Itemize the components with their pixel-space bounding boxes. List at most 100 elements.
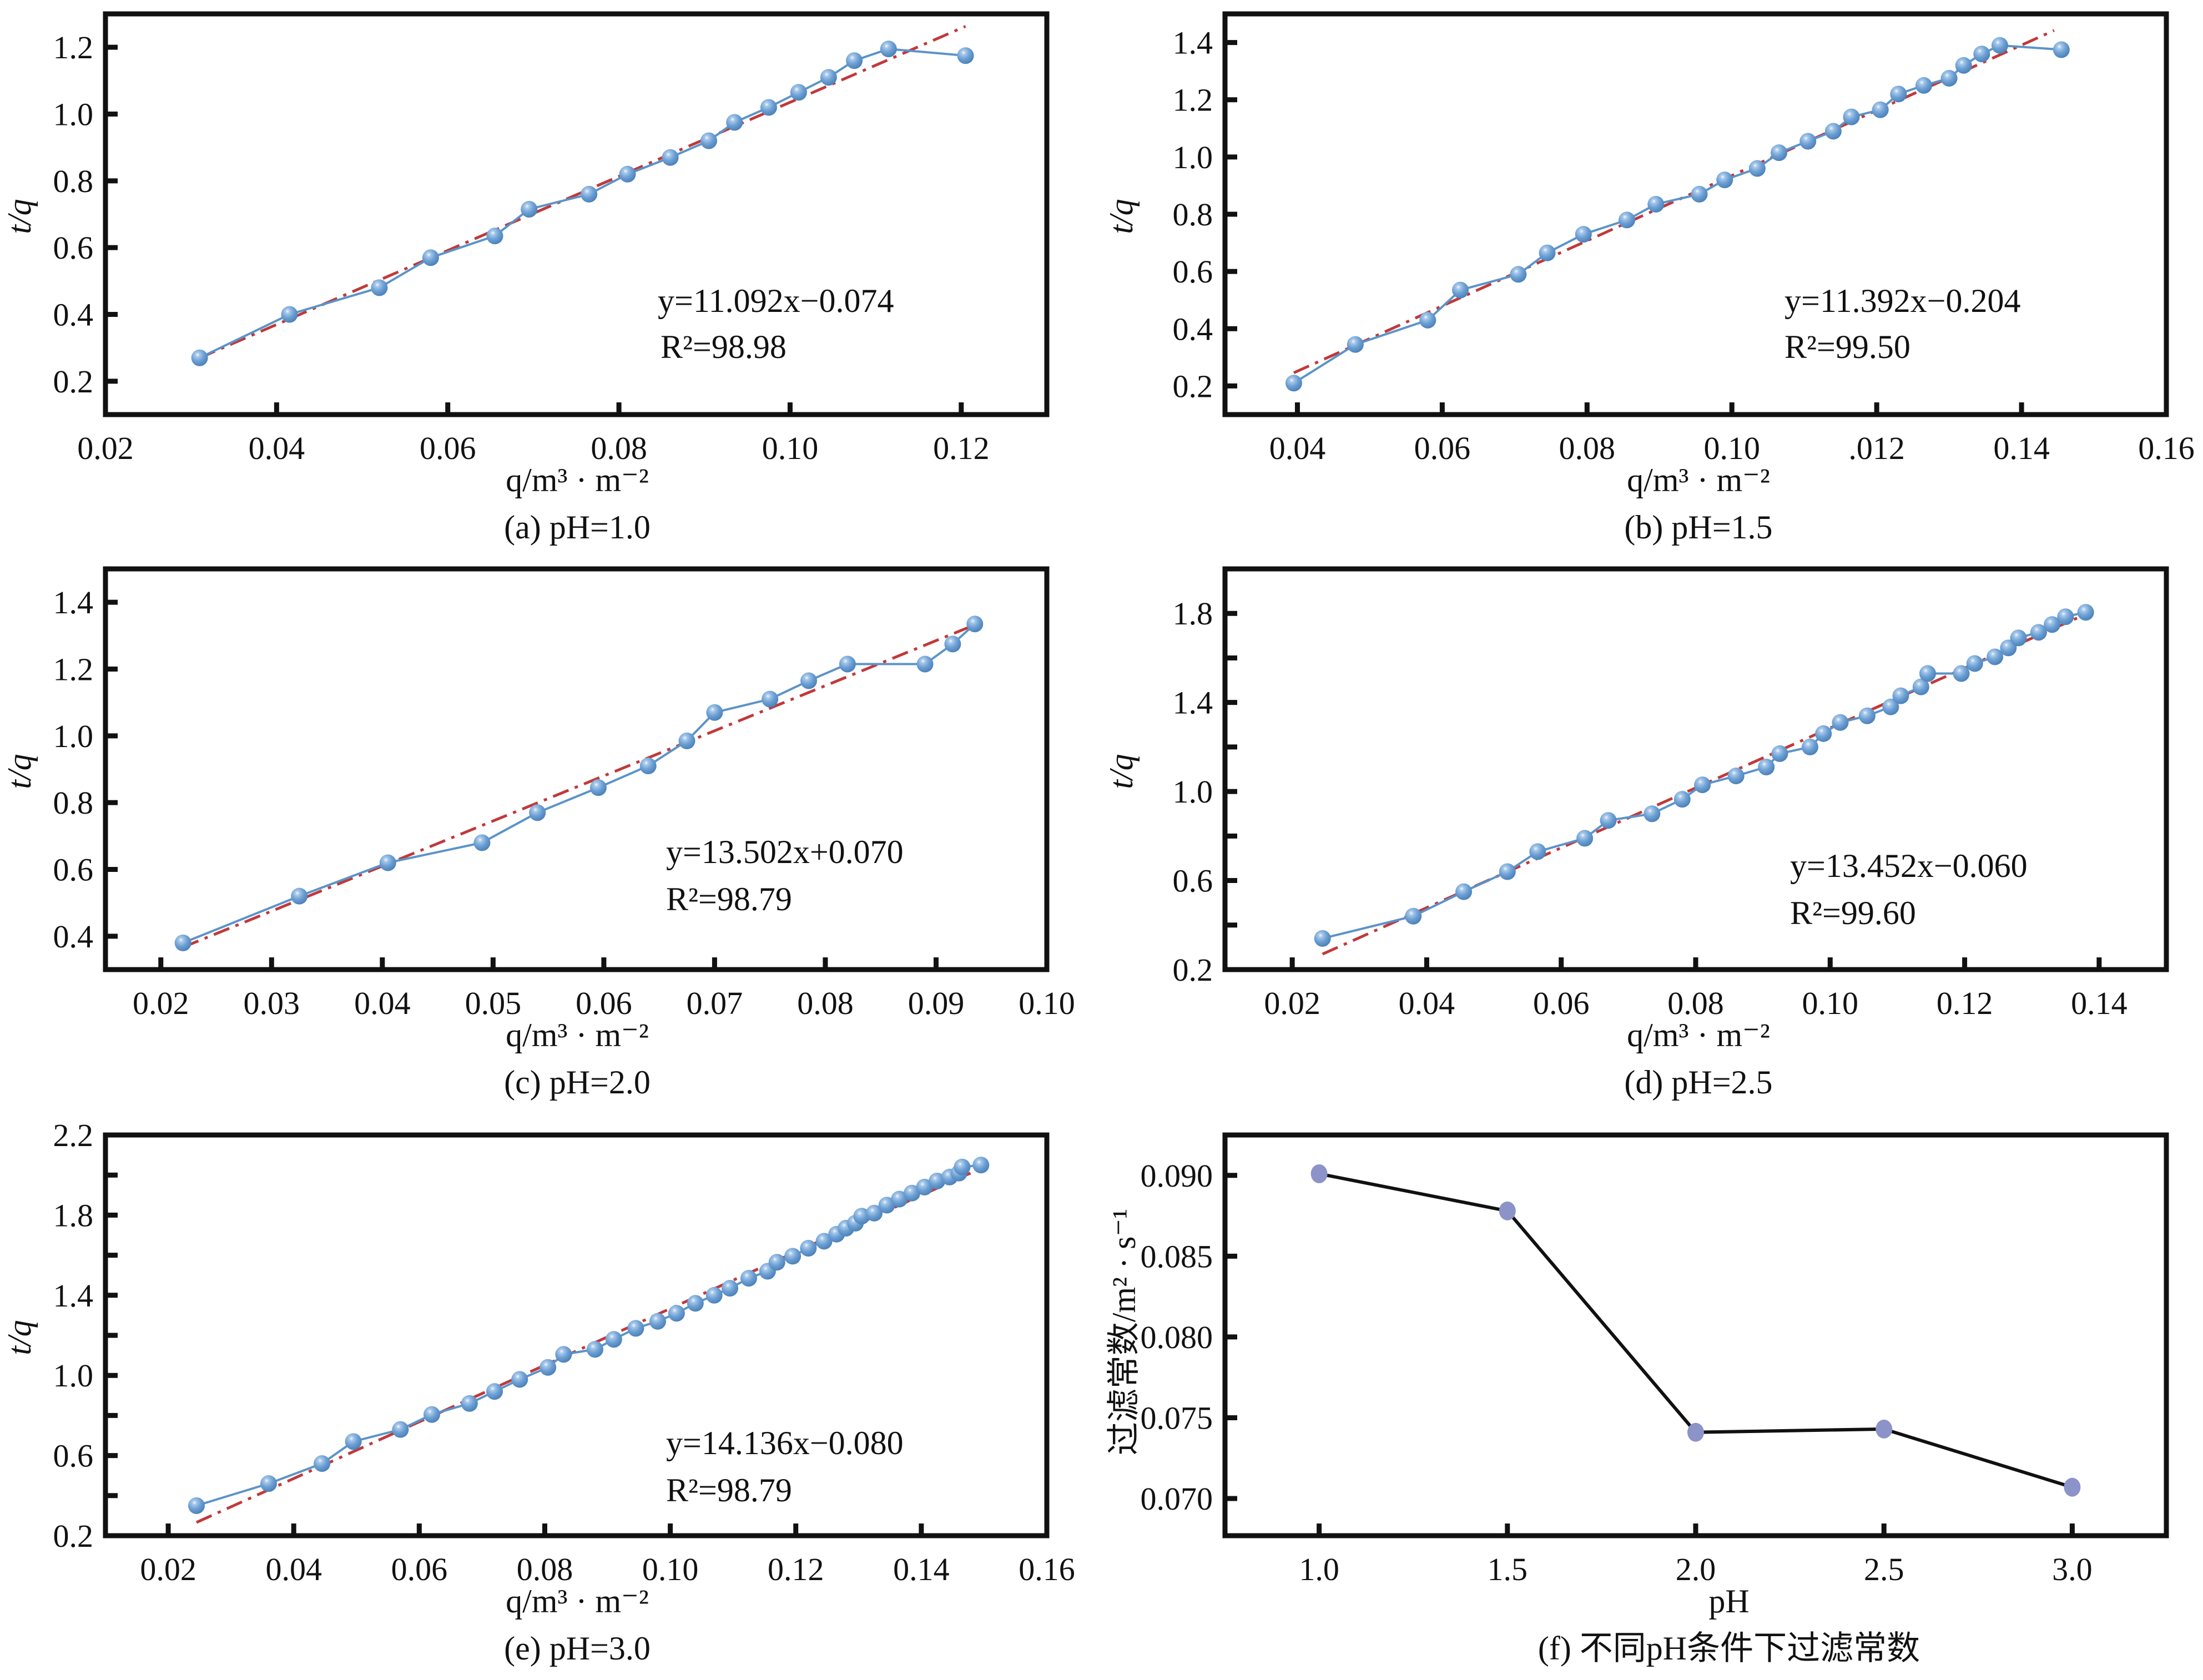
x-tick-label: 0.02 <box>133 985 189 1021</box>
data-point <box>1892 687 1909 704</box>
y-tick-label: 1.4 <box>1173 25 1213 61</box>
data-point <box>1419 311 1436 329</box>
data-point <box>379 854 396 871</box>
y-tick-label: 0.080 <box>1141 1319 1213 1355</box>
plot-frame <box>103 566 1050 972</box>
data-point <box>800 1239 817 1257</box>
data-point <box>878 1197 895 1214</box>
data-point <box>314 1455 331 1472</box>
x-tick-label: 0.10 <box>1802 985 1859 1021</box>
x-tick-label: 0.06 <box>1533 985 1590 1021</box>
data-point <box>1915 77 1932 94</box>
data-point <box>1966 655 1983 672</box>
data-point <box>1314 930 1331 947</box>
data-point <box>511 1371 528 1388</box>
y-axis-label: t/q <box>1 199 38 234</box>
data-point <box>649 1313 666 1330</box>
y-tick-label: 0.2 <box>1173 368 1213 404</box>
data-point <box>555 1346 572 1363</box>
data-point <box>345 1433 362 1450</box>
data-point <box>1619 211 1636 229</box>
x-axis-label: q/m³ · m⁻² <box>506 1017 649 1053</box>
panel-a: 0.02 0.04 0.06 0.08 0.10 0.12 0.2 0.4 0.6 0.8 1.0 1… <box>1 11 1050 546</box>
x-axis-label: q/m³ · m⁻² <box>1627 1017 1770 1053</box>
data-point <box>1919 665 1936 682</box>
data-point <box>678 732 695 749</box>
y-tick-label: 1.2 <box>53 652 94 688</box>
x-tick-label: 0.08 <box>517 1551 573 1587</box>
data-point <box>586 1341 603 1358</box>
panel-d: 0.02 0.04 0.06 0.08 0.10 0.12 0.14 0.2 0.6 1.0 1.4… <box>1103 566 2169 1101</box>
data-point <box>589 779 607 796</box>
data-point <box>1310 1164 1328 1183</box>
x-tick-label: 0.16 <box>1019 1551 1075 1587</box>
series-line <box>1293 44 2061 384</box>
x-tick-label: 0.10 <box>1703 430 1760 466</box>
data-point <box>521 200 538 218</box>
y-tick-label: 1.2 <box>1173 82 1213 118</box>
data-point <box>540 1359 557 1376</box>
x-tick-label: 0.10 <box>762 430 819 466</box>
data-point <box>740 1270 757 1287</box>
y-tick-label: 0.6 <box>53 230 94 266</box>
y-tick-label: 1.4 <box>1173 685 1213 721</box>
panel-f: 1.0 1.5 2.0 2.5 3.0 0.070 0.075 0.080 0.085 0.090… <box>1106 1132 2169 1667</box>
data-point <box>1499 863 1516 880</box>
x-tick-label: 0.02 <box>140 1551 196 1587</box>
data-point <box>2057 608 2074 625</box>
x-tick-label: 2.5 <box>1864 1551 1904 1587</box>
panel-caption: (e) pH=3.0 <box>504 1630 651 1667</box>
panel-caption: (a) pH=1.0 <box>504 509 651 546</box>
equation-text: y=14.136x−0.080 <box>666 1425 904 1461</box>
data-point <box>1771 144 1788 162</box>
data-point <box>605 1331 622 1348</box>
data-point <box>916 655 934 673</box>
x-tick-label: 0.04 <box>1269 430 1326 466</box>
y-tick-label: 1.8 <box>1173 596 1213 632</box>
data-point <box>2064 1477 2081 1497</box>
data-point <box>1843 108 1860 125</box>
data-point <box>486 228 503 245</box>
data-point <box>1973 46 1990 63</box>
y-tick-label: 0.4 <box>53 919 94 955</box>
panel-caption: (f) 不同pH条件下过滤常数 <box>1538 1630 1920 1667</box>
data-point <box>1539 244 1556 261</box>
x-axis-label: q/m³ · m⁻² <box>506 462 649 498</box>
data-point <box>1801 738 1818 755</box>
data-point <box>839 655 856 673</box>
data-point <box>1953 665 1970 682</box>
x-tick-label: 0.14 <box>893 1551 950 1587</box>
data-point <box>191 349 208 366</box>
x-tick-label: 0.04 <box>265 1551 322 1587</box>
r2-text: R²=98.79 <box>666 1472 792 1509</box>
data-point <box>944 635 961 653</box>
x-tick-label: 3.0 <box>2052 1551 2093 1587</box>
data-point <box>1872 101 1889 118</box>
data-point <box>1529 843 1546 860</box>
x-tick-label: 0.10 <box>1019 985 1075 1021</box>
y-tick-label: 1.0 <box>53 1358 94 1394</box>
data-point <box>954 1158 971 1176</box>
x-tick-label: 0.12 <box>1937 985 1993 1021</box>
data-point <box>1758 758 1775 775</box>
data-point <box>1890 85 1907 103</box>
x-tick-label: 0.04 <box>249 430 305 466</box>
data-point <box>2053 41 2070 58</box>
x-tick-label: 1.0 <box>1299 1551 1339 1587</box>
x-tick-label: 0.04 <box>354 985 411 1021</box>
data-point <box>700 132 717 149</box>
data-point <box>762 690 779 708</box>
y-tick-label: 0.6 <box>1173 254 1213 290</box>
x-tick-label: 0.08 <box>1559 430 1616 466</box>
data-point <box>174 934 191 951</box>
x-axis-label: pH <box>1708 1583 1749 1620</box>
y-tick-label: 0.6 <box>53 852 94 888</box>
fit-line <box>182 623 976 949</box>
r2-text: R²=99.50 <box>1784 329 1910 365</box>
data-point <box>1673 791 1691 808</box>
data-point <box>619 165 636 183</box>
x-tick-label: 0.07 <box>687 985 743 1021</box>
data-point <box>1987 648 2004 665</box>
x-tick-label: 0.12 <box>768 1551 824 1587</box>
data-point <box>1716 171 1733 189</box>
